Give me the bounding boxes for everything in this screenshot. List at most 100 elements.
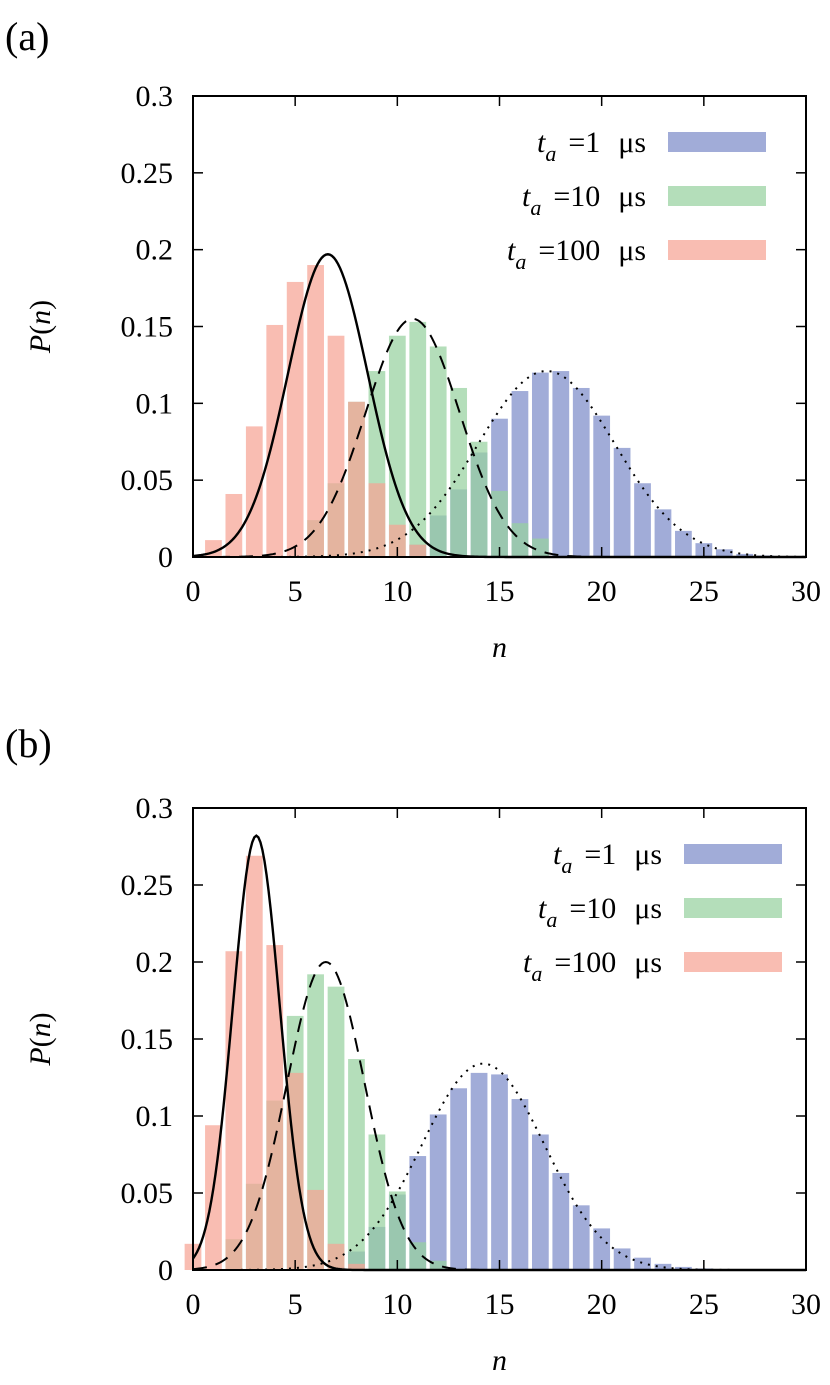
bar	[327, 1243, 345, 1270]
bar	[266, 324, 284, 557]
legend-label: ta =1 μs	[553, 838, 662, 878]
bar	[348, 1059, 365, 1270]
legend-value: =10	[569, 892, 616, 925]
legend-label: ta =100 μs	[523, 946, 662, 986]
x-tick-label: 5	[288, 575, 303, 608]
legend-label: ta =1 μs	[537, 126, 646, 166]
legend-t: t	[537, 126, 546, 159]
x-tick-label: 10	[382, 1288, 412, 1321]
bar	[388, 524, 406, 557]
legend-unit: μs	[618, 234, 646, 267]
x-tick-label: 0	[186, 1288, 201, 1321]
y-label-open: (	[24, 325, 57, 335]
bar	[368, 1134, 386, 1270]
x-tick-label: 30	[791, 575, 821, 608]
x-tick-label: 15	[485, 575, 515, 608]
bar	[450, 1088, 468, 1270]
bar	[552, 371, 570, 557]
legend-unit: μs	[618, 126, 646, 159]
legend-value: =100	[554, 946, 616, 979]
bar	[593, 415, 611, 557]
legend-value: =1	[584, 838, 616, 871]
legend-entry: ta =1 μs	[553, 838, 782, 878]
legend-unit: μs	[634, 838, 662, 871]
y-axis-label: P(n)	[24, 300, 57, 354]
y-tick-label: 0.15	[121, 1023, 174, 1056]
bar	[511, 391, 529, 557]
bar	[388, 1191, 406, 1270]
panel-a: (a)0 5 10 15 20 25 3000.050.10.150.20.250.3nP(…	[5, 14, 821, 664]
legend-swatch	[684, 844, 782, 864]
bar	[368, 483, 386, 557]
bar	[245, 426, 263, 557]
bar	[531, 538, 549, 557]
legend-a: a	[531, 961, 542, 986]
bar	[654, 509, 672, 557]
bar	[429, 346, 447, 557]
bar	[470, 1072, 488, 1270]
bar	[286, 281, 304, 557]
bar	[634, 483, 651, 557]
bar	[327, 986, 345, 1270]
legend-t: t	[523, 946, 532, 979]
x-axis-label: n	[492, 631, 507, 664]
bar	[429, 1260, 447, 1270]
legend-entry: ta =10 μs	[538, 892, 782, 932]
legend-value: =1	[568, 126, 600, 159]
y-tick-label: 0.05	[121, 464, 174, 497]
legend-a: a	[515, 249, 526, 274]
bar	[245, 855, 263, 1270]
legend-t: t	[522, 180, 531, 213]
bar	[470, 441, 488, 557]
bar	[225, 493, 243, 557]
bar	[613, 1248, 631, 1270]
bar-series-2	[184, 855, 365, 1270]
y-axis-label: P(n)	[24, 1012, 57, 1066]
bar	[654, 1263, 672, 1270]
legend-label: ta =100 μs	[507, 234, 646, 274]
legend-entry: ta =100 μs	[523, 946, 782, 986]
bar	[327, 335, 345, 557]
panel-label: (b)	[5, 721, 52, 766]
bar	[266, 945, 284, 1270]
legend-t: t	[507, 234, 516, 267]
y-tick-label: 0	[158, 1254, 173, 1287]
y-tick-label: 0.05	[121, 1177, 174, 1210]
bar	[409, 1156, 427, 1270]
legend-a: a	[545, 141, 556, 166]
legend-swatch	[684, 952, 782, 972]
bar	[511, 523, 529, 557]
x-tick-label: 5	[288, 1288, 303, 1321]
legend-a: a	[546, 907, 557, 932]
bar	[593, 1228, 611, 1270]
x-tick-label: 10	[382, 575, 412, 608]
legend-swatch	[684, 898, 782, 918]
legend-t: t	[553, 838, 562, 871]
panel-label: (a)	[5, 14, 49, 59]
legend-value: =10	[553, 180, 600, 213]
bar	[429, 1114, 447, 1270]
bar	[634, 1257, 651, 1270]
legend-label: ta =10 μs	[538, 892, 662, 932]
bar	[409, 1242, 427, 1270]
y-label-close: )	[24, 1012, 57, 1022]
legend-swatch	[668, 240, 766, 260]
bar-series-0	[327, 1072, 713, 1270]
legend-value: =100	[538, 234, 600, 267]
y-tick-label: 0.2	[136, 946, 174, 979]
x-axis-label: n	[492, 1344, 507, 1377]
bar	[491, 1074, 508, 1270]
y-tick-label: 0.3	[136, 792, 174, 825]
legend-label: ta =10 μs	[522, 180, 646, 220]
legend-t: t	[538, 892, 547, 925]
legend-swatch	[668, 186, 766, 206]
legend-entry: ta =100 μs	[507, 234, 766, 274]
y-label-p: P	[24, 335, 57, 354]
bar	[409, 544, 427, 557]
bar	[511, 1099, 529, 1270]
bar	[675, 1266, 692, 1270]
y-label-n: n	[24, 1022, 57, 1037]
bar	[572, 1205, 590, 1270]
x-tick-label: 25	[689, 575, 719, 608]
